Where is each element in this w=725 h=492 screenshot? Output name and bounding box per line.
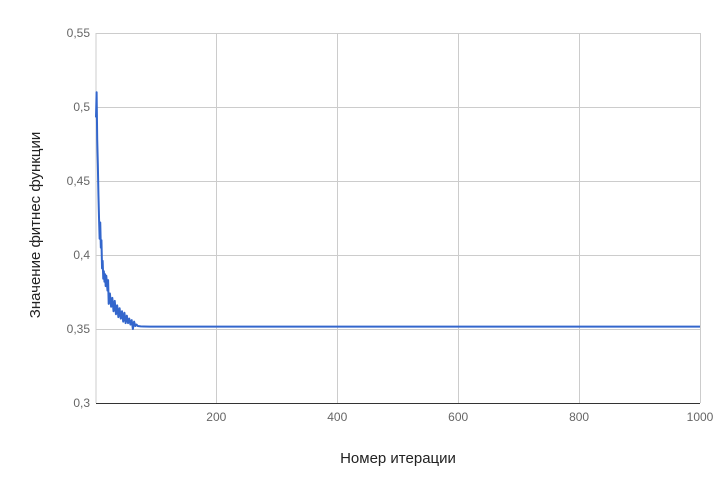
- tick-labels: 0,3 0,35 0,4 0,45 0,5 0,55 200 400 600 800 1000: [67, 26, 714, 424]
- grid: [95, 33, 701, 404]
- fitness-series-line: [95, 91, 700, 330]
- y-tick-label: 0,45: [67, 174, 91, 188]
- x-tick-label: 400: [327, 410, 347, 424]
- x-tick-label: 800: [569, 410, 589, 424]
- y-tick-label: 0,3: [73, 396, 90, 410]
- x-axis-title: Номер итерации: [340, 450, 456, 467]
- y-axis-title: Значение фитнес функции: [27, 132, 44, 318]
- x-tick-label: 1000: [687, 410, 714, 424]
- x-tick-label: 200: [206, 410, 226, 424]
- y-tick-label: 0,35: [67, 322, 91, 336]
- y-tick-label: 0,55: [67, 26, 91, 40]
- y-tick-label: 0,5: [73, 100, 90, 114]
- x-tick-label: 600: [448, 410, 468, 424]
- series-layer: [95, 91, 700, 330]
- y-tick-label: 0,4: [73, 248, 90, 262]
